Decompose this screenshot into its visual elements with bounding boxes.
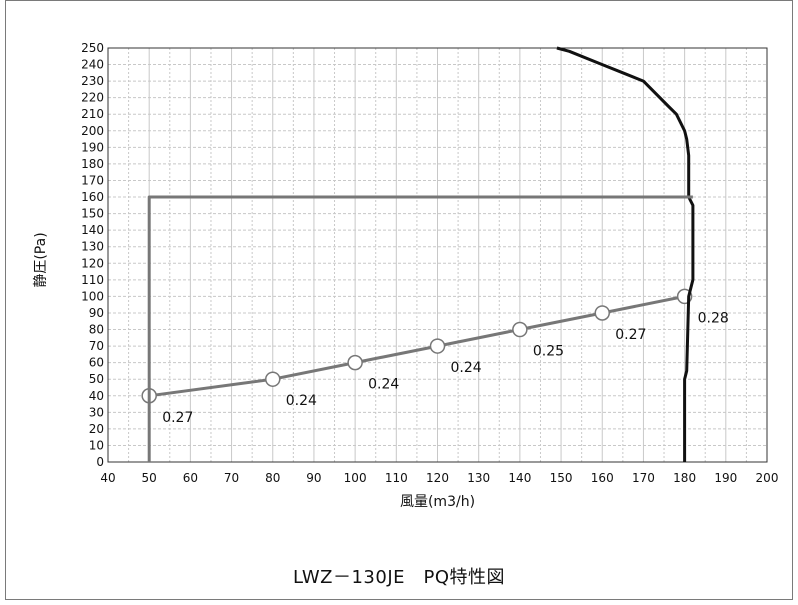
y-tick-label: 160 <box>81 190 104 204</box>
x-tick-label: 50 <box>142 471 157 485</box>
y-tick-label: 10 <box>89 438 104 452</box>
data-label: 0.25 <box>533 344 564 360</box>
y-tick-label: 30 <box>89 405 104 419</box>
x-tick-label: 110 <box>385 471 408 485</box>
data-point <box>512 321 528 338</box>
y-tick-label: 70 <box>89 339 104 353</box>
y-tick-label: 90 <box>89 306 104 320</box>
x-tick-label: 40 <box>100 471 115 485</box>
y-tick-label: 140 <box>81 223 104 237</box>
x-axis-title: 風量(m3/h) <box>400 494 475 510</box>
y-tick-label: 190 <box>81 140 104 154</box>
x-tick-label: 180 <box>673 471 696 485</box>
data-point <box>347 354 363 371</box>
series-line-frame <box>147 195 693 462</box>
x-tick-label: 120 <box>426 471 449 485</box>
y-tick-label: 80 <box>89 323 104 337</box>
data-label: 0.27 <box>162 410 193 426</box>
y-tick-label: 130 <box>81 240 104 254</box>
x-tick-label: 140 <box>508 471 531 485</box>
x-tick-label: 130 <box>467 471 490 485</box>
x-tick-label: 170 <box>632 471 655 485</box>
y-tick-label: 50 <box>89 372 104 386</box>
plot-area <box>107 47 768 463</box>
x-tick-label: 90 <box>306 471 321 485</box>
y-axis-title: 静圧(Pa) <box>33 232 49 287</box>
y-tick-label: 150 <box>81 207 104 221</box>
chart-frame <box>5 0 793 600</box>
y-tick-label: 200 <box>81 124 104 138</box>
x-tick-label: 70 <box>224 471 239 485</box>
x-tick-label: 80 <box>265 471 280 485</box>
y-tick-label: 210 <box>81 107 104 121</box>
y-tick-label: 240 <box>81 58 104 72</box>
y-tick-label: 180 <box>81 157 104 171</box>
x-tick-label: 60 <box>183 471 198 485</box>
x-tick-label: 100 <box>344 471 367 485</box>
y-tick-label: 120 <box>81 256 104 270</box>
data-point <box>429 338 446 354</box>
y-tick-label: 100 <box>81 289 104 303</box>
data-point <box>594 305 610 321</box>
x-tick-label: 200 <box>756 471 779 485</box>
y-tick-label: 220 <box>81 91 104 105</box>
data-label: 0.24 <box>368 377 399 393</box>
x-tick-label: 190 <box>714 471 737 485</box>
data-label: 0.24 <box>451 360 482 376</box>
chart-caption: LWZ－130JE PQ特性図 <box>292 567 506 588</box>
x-tick-label: 150 <box>550 471 573 485</box>
y-tick-label: 40 <box>89 389 104 403</box>
series-line-pq-curve <box>556 46 695 462</box>
y-tick-label: 170 <box>81 173 104 187</box>
data-point <box>265 371 281 387</box>
x-tick-label: 160 <box>591 471 614 485</box>
y-tick-label: 110 <box>81 273 104 287</box>
y-tick-label: 0 <box>96 455 104 469</box>
y-tick-label: 60 <box>89 356 104 370</box>
y-tick-label: 230 <box>81 74 104 88</box>
data-label: 0.27 <box>615 327 646 343</box>
data-label: 0.24 <box>286 393 317 409</box>
data-label: 0.28 <box>698 310 729 326</box>
y-tick-label: 20 <box>89 422 104 436</box>
y-tick-label: 250 <box>81 41 104 55</box>
